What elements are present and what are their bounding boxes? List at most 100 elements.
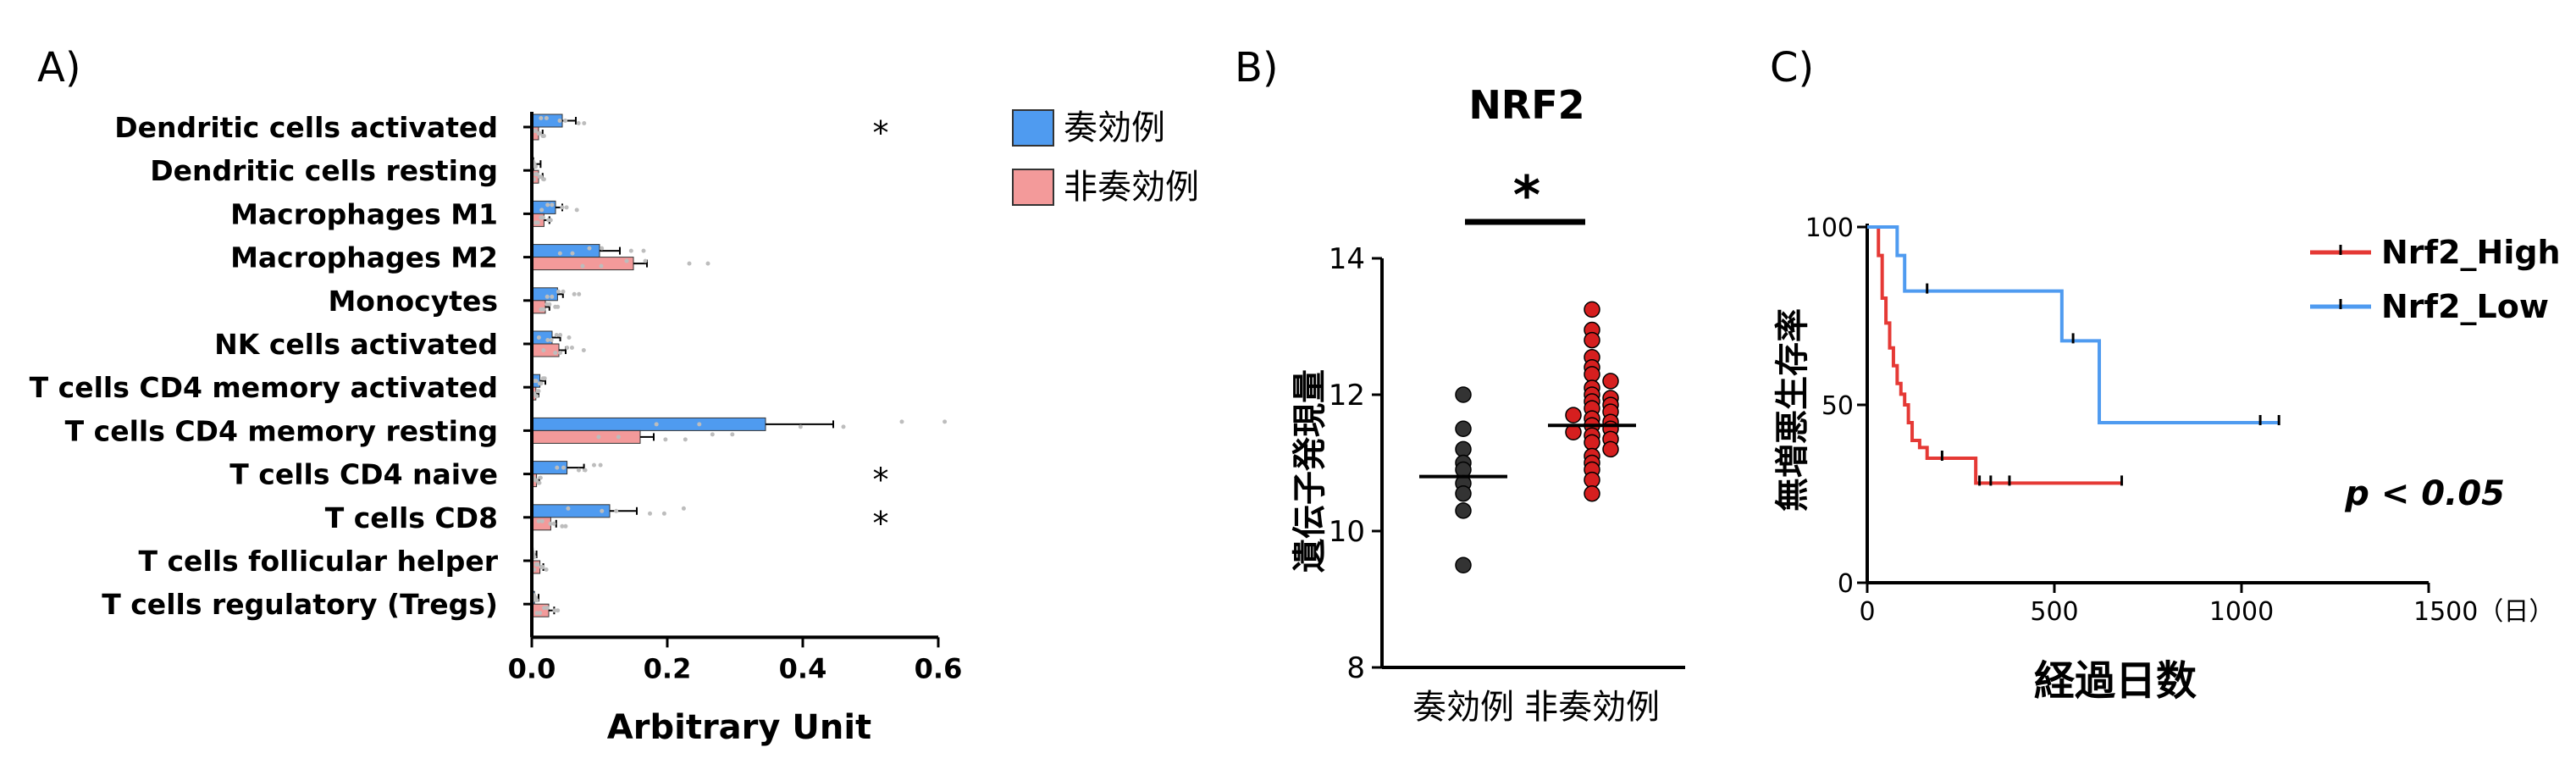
panel-a-point <box>536 518 541 523</box>
panel-b-y-tick-label: 14 <box>1329 242 1365 276</box>
panel-a-point <box>798 424 803 429</box>
panel-c-x-tick-label: 0 <box>1859 597 1875 627</box>
panel-a-point <box>654 422 659 427</box>
panel-b-label: B) <box>1235 44 1279 91</box>
panel-a-point <box>643 258 648 263</box>
panel-a-point <box>544 606 550 611</box>
panel-a-point <box>544 294 550 299</box>
panel-c-x-tick-label: 1500（日） <box>2413 597 2554 627</box>
panel-b-y-tick-label: 12 <box>1329 379 1365 412</box>
panel-a-category-label: T cells CD4 memory resting <box>65 414 498 447</box>
panel-a-point <box>576 468 581 473</box>
panel-a-point <box>564 205 569 210</box>
panel-a-point <box>577 291 582 296</box>
panel-a-point <box>545 202 550 208</box>
panel-a-point <box>598 462 603 468</box>
panel-a-point <box>548 521 553 526</box>
panel-a-point <box>539 208 544 213</box>
panel-a-point <box>541 348 546 352</box>
panel-a-category-label: T cells CD4 memory activated <box>30 371 498 404</box>
panel-a-bar <box>531 330 553 345</box>
panel-a-point <box>661 511 666 516</box>
panel-a-point <box>899 419 904 424</box>
panel-b-point <box>1602 440 1619 458</box>
panel-a-point <box>574 208 579 213</box>
panel-a-point <box>580 263 585 269</box>
panel-a-point <box>558 351 563 355</box>
panel-a-point <box>553 351 558 355</box>
panel-b-x-tick-label: 奏効例 <box>1412 688 1514 727</box>
panel-a-point <box>556 608 561 613</box>
panel-a-category-label: T cells CD8 <box>325 501 498 534</box>
panel-a-point <box>581 348 586 352</box>
panel-c-x-tick-label: 500 <box>2030 597 2078 627</box>
panel-a-bar <box>531 417 766 431</box>
panel-a-point <box>596 435 601 440</box>
panel-a-x-tick-label: 0.2 <box>644 652 692 684</box>
panel-b-point <box>1584 301 1600 318</box>
panel-a-point <box>648 511 653 516</box>
panel-a-point <box>705 261 710 266</box>
panel-a-point <box>561 465 566 470</box>
panel-a-point <box>537 131 542 136</box>
panel-a-point <box>566 506 571 511</box>
panel-a-category-label: NK cells activated <box>214 328 498 361</box>
panel-a-point <box>534 611 539 616</box>
panel-a-point <box>533 164 539 169</box>
panel-a-point <box>540 565 545 569</box>
panel-a-point <box>533 595 539 601</box>
panel-c-y-tick-label: 0 <box>1838 569 1854 599</box>
panel-a-legend-swatch <box>1012 169 1054 206</box>
panel-a-point <box>683 437 688 442</box>
panel-c-y-tick-label: 100 <box>1805 213 1854 243</box>
panel-a-point <box>841 424 846 429</box>
panel-a-bar <box>531 287 558 302</box>
panel-b-x-tick-label: 非奏効例 <box>1524 688 1660 727</box>
panel-a-point <box>554 333 559 337</box>
panel-b-point <box>1584 366 1600 383</box>
panel-a-point <box>730 432 735 437</box>
panel-a-bar <box>531 429 641 444</box>
panel-a-point <box>536 389 541 394</box>
panel-a-point <box>558 333 563 337</box>
panel-a-point <box>570 251 575 256</box>
panel-a-category-label: T cells CD4 naive <box>229 458 498 491</box>
panel-a-category-label: Monocytes <box>328 285 498 318</box>
panel-a-point <box>628 248 633 253</box>
panel-c-x-tick-label: 1000 <box>2209 597 2274 627</box>
panel-c-y-axis-label: 無増悪生存率 <box>1773 308 1812 512</box>
panel-a-point <box>534 394 539 399</box>
panel-a-point <box>538 611 543 616</box>
panel-a-point <box>565 346 570 350</box>
panel-a-label: A) <box>37 44 81 91</box>
panel-a-point <box>538 475 543 480</box>
panel-b-title: NRF2 <box>1468 82 1584 128</box>
panel-b: B) NRF2 * 遺伝子発現量 8 10 12 14 奏効例 非奏効例 <box>1235 44 1685 727</box>
panel-a-point <box>545 338 550 342</box>
panel-b-y-axis-label: 遺伝子発現量 <box>1291 369 1329 573</box>
panel-a-point <box>563 119 568 123</box>
panel-b-y-tick-label: 8 <box>1346 651 1365 685</box>
panel-b-significance: * <box>1513 164 1540 226</box>
panel-a-point <box>614 508 619 513</box>
panel-c-legend-label: Nrf2_High <box>2381 234 2561 271</box>
panel-a-point <box>710 432 715 437</box>
panel-c-label: C) <box>1770 44 1814 91</box>
panel-a-point <box>557 119 562 123</box>
panel-a-point <box>550 202 555 208</box>
panel-c-survival-curve <box>1867 225 2280 424</box>
panel-a-point <box>569 346 574 350</box>
panel-a-point <box>539 174 544 180</box>
panel-a-significance-marker: * <box>873 505 889 542</box>
panel-a-point <box>542 376 547 381</box>
panel-a-category-label: T cells follicular helper <box>138 545 498 578</box>
panel-a-point <box>663 437 668 442</box>
panel-a-point <box>576 121 581 125</box>
panel-a-point <box>541 307 546 312</box>
panel-a-point <box>641 248 646 253</box>
panel-a-point <box>600 508 605 513</box>
panel-a-point <box>572 291 577 296</box>
panel-a-point <box>583 468 588 473</box>
